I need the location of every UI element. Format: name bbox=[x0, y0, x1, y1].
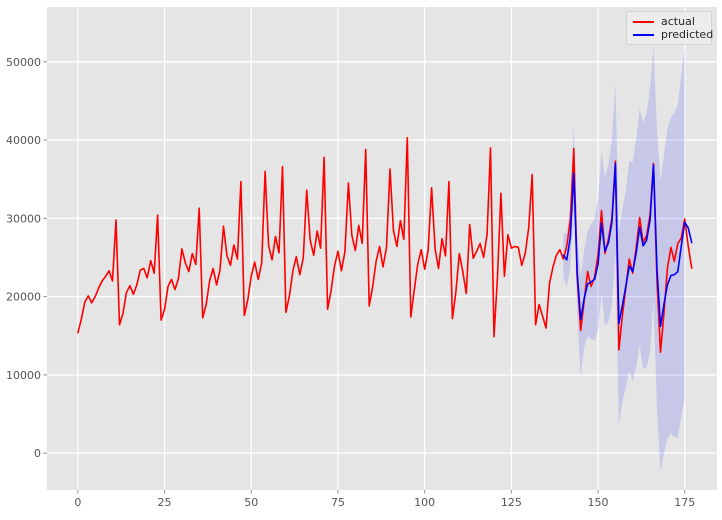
predicted-line-swatch-icon bbox=[633, 33, 654, 36]
actual-line-swatch-icon bbox=[633, 20, 654, 23]
predicted-line bbox=[562, 162, 693, 328]
legend: actual predicted bbox=[626, 11, 713, 45]
x-tick-label: 25 bbox=[158, 496, 172, 509]
x-tick-label: 175 bbox=[674, 496, 695, 509]
x-tick-label: 50 bbox=[244, 496, 258, 509]
actual-line bbox=[77, 136, 693, 354]
y-tick-label: 20000 bbox=[6, 291, 41, 304]
y-tick-label: 0 bbox=[34, 447, 41, 460]
confidence-band bbox=[563, 46, 685, 472]
y-tick-label: 50000 bbox=[6, 56, 41, 69]
legend-entry-actual: actual bbox=[633, 15, 705, 28]
x-tick-label: 100 bbox=[414, 496, 435, 509]
legend-entry-predicted: predicted bbox=[633, 28, 713, 41]
x-tick-label: 0 bbox=[74, 496, 81, 509]
legend-label-predicted: predicted bbox=[661, 28, 714, 41]
x-tick-label: 75 bbox=[331, 496, 345, 509]
y-tick-label: 30000 bbox=[6, 212, 41, 225]
legend-label-actual: actual bbox=[661, 15, 695, 28]
x-tick-label: 125 bbox=[501, 496, 522, 509]
x-tick-label: 150 bbox=[588, 496, 609, 509]
y-tick-label: 40000 bbox=[6, 134, 41, 147]
y-tick-label: 10000 bbox=[6, 369, 41, 382]
